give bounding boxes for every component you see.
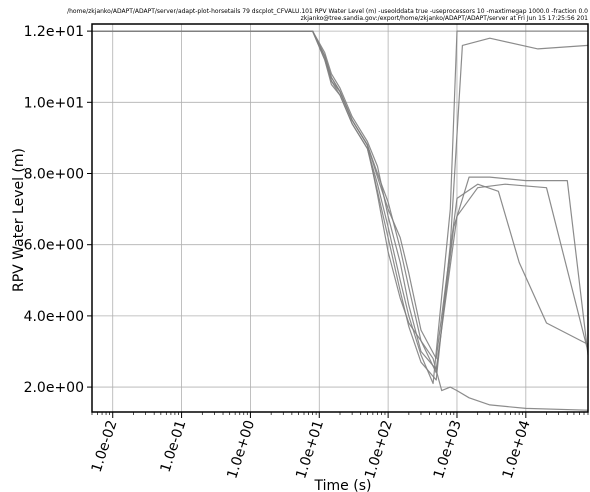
x-tick-label: 1.0e-02	[89, 418, 121, 474]
y-tick-label: 1.0e+01	[24, 95, 84, 111]
series-line-2	[92, 30, 588, 385]
y-axis-label: RPV Water Level (m)	[11, 148, 27, 292]
x-tick-label: 1.0e+00	[224, 418, 258, 480]
x-tick-label: 1.0e+03	[431, 418, 465, 480]
y-tick-label: 6.0e+00	[24, 238, 84, 254]
series-line-6	[92, 30, 589, 381]
plot-area	[92, 24, 588, 412]
series-line-3	[92, 30, 589, 370]
y-tick-label: 1.2e+01	[24, 24, 84, 40]
x-axis-label: Time (s)	[314, 478, 372, 492]
y-tick-label: 8.0e+00	[24, 167, 84, 183]
y-tick-label: 4.0e+00	[24, 309, 84, 325]
x-tick-label: 1.0e-01	[158, 418, 190, 474]
x-tick-label: 1.0e+02	[362, 418, 396, 480]
series-group	[92, 30, 589, 411]
y-tick-label: 2.0e+00	[24, 380, 84, 396]
header-line-2: zkjanko@tree.sandia.gov:/export/home/zkj…	[301, 15, 589, 22]
series-line-5	[92, 30, 589, 360]
x-tick-label: 1.0e+01	[293, 418, 327, 480]
header-line-1: /home/zkjanko/ADAPT/ADAPT/server/adapt-p…	[67, 8, 588, 15]
x-tick-label: 1.0e+04	[500, 418, 534, 480]
